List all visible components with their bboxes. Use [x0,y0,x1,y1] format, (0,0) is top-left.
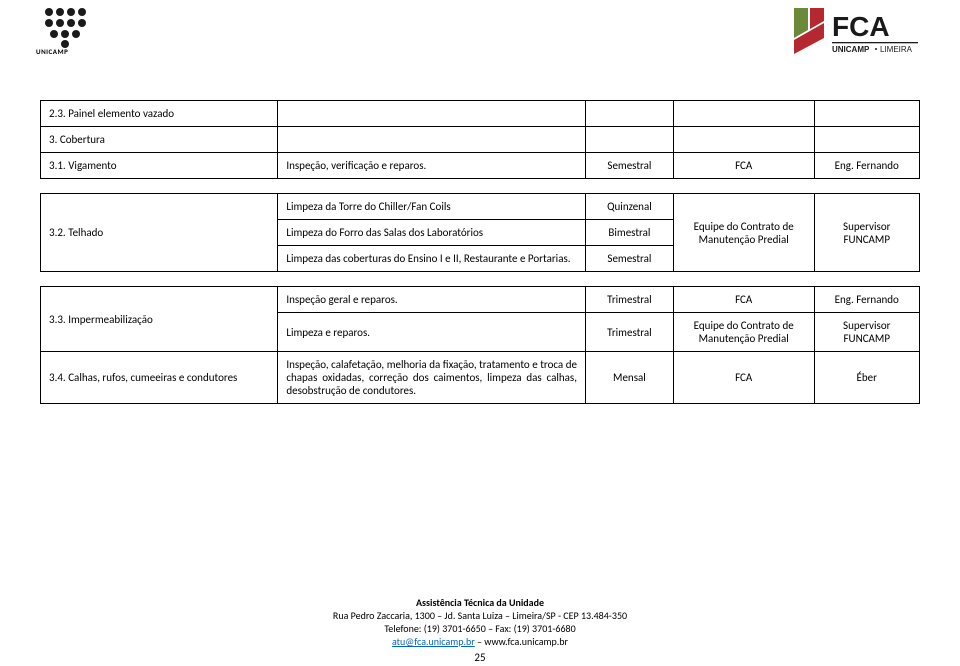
cell: Éber [814,352,920,404]
table-block-2: 3.2. Telhado Limpeza da Torre do Chiller… [40,193,920,272]
cell [673,127,814,153]
cell: FCA [673,287,814,313]
table-row: 2.3. Painel elemento vazado [41,101,920,127]
cell: Mensal [585,352,673,404]
cell: FCA [673,352,814,404]
svg-text:UNICAMP: UNICAMP [832,45,870,54]
cell: FCA [673,153,814,179]
table-row: 3. Cobertura [41,127,920,153]
cell [814,101,920,127]
cell: Equipe do Contrato de Manutenção Predial [673,194,814,272]
footer-address: Rua Pedro Zaccaria, 1300 – Jd. Santa Lui… [0,609,960,622]
cell: Semestral [585,246,673,272]
table-row: 3.1. Vigamento Inspeção, verificação e r… [41,153,920,179]
footer-title: Assistência Técnica da Unidade [0,596,960,609]
cell [585,127,673,153]
svg-text:LIMEIRA: LIMEIRA [880,45,913,54]
footer-links: atu@fca.unicamp.br – www.fca.unicamp.br [0,635,960,648]
cell [278,101,586,127]
cell [585,101,673,127]
cell: Inspeção geral e reparos. [278,287,586,313]
footer-site: www.fca.unicamp.br [484,635,568,648]
cell: Limpeza da Torre do Chiller/Fan Coils [278,194,586,220]
cell: Trimestral [585,287,673,313]
page-number: 25 [0,651,960,664]
cell: Inspeção, calafetação, melhoria da fixaç… [278,352,586,404]
cell: Eng. Fernando [814,287,920,313]
table-row: 3.2. Telhado Limpeza da Torre do Chiller… [41,194,920,220]
unicamp-label: UNICAMP [36,47,68,56]
page-content: 2.3. Painel elemento vazado 3. Cobertura… [0,70,960,404]
cell: Trimestral [585,313,673,352]
table-row: 3.4. Calhas, rufos, cumeeiras e condutor… [41,352,920,404]
cell: Limpeza das coberturas do Ensino I e II,… [278,246,586,272]
table-row: 3.3. Impermeabilização Inspeção geral e … [41,287,920,313]
page-footer: Assistência Técnica da Unidade Rua Pedro… [0,596,960,648]
cell: Limpeza do Forro das Salas dos Laboratór… [278,220,586,246]
cell-section: 3.3. Impermeabilização [41,287,278,352]
fca-text: FCA [832,11,890,42]
footer-sep: – [475,635,485,648]
cell: Equipe do Contrato de Manutenção Predial [673,313,814,352]
fca-logo: FCA UNICAMP LIMEIRA [790,6,920,61]
cell [278,127,586,153]
cell-section: 3. Cobertura [41,127,278,153]
footer-email-link[interactable]: atu@fca.unicamp.br [392,635,475,648]
table-block-3: 3.3. Impermeabilização Inspeção geral e … [40,286,920,404]
cell: Limpeza e reparos. [278,313,586,352]
cell: Supervisor FUNCAMP [814,194,920,272]
table-block-1: 2.3. Painel elemento vazado 3. Cobertura… [40,100,920,179]
cell: Semestral [585,153,673,179]
cell-section: 3.2. Telhado [41,194,278,272]
cell: Supervisor FUNCAMP [814,313,920,352]
cell-section: 3.1. Vigamento [41,153,278,179]
cell [673,101,814,127]
cell: Bimestral [585,220,673,246]
cell-section: 3.4. Calhas, rufos, cumeeiras e condutor… [41,352,278,404]
cell [814,127,920,153]
cell: Eng. Fernando [814,153,920,179]
cell: Inspeção, verificação e reparos. [278,153,586,179]
cell-section: 2.3. Painel elemento vazado [41,101,278,127]
cell: Quinzenal [585,194,673,220]
page-header: UNICAMP FCA UNICAMP LIMEIRA [0,0,960,70]
footer-phone: Telefone: (19) 3701-6650 – Fax: (19) 370… [0,622,960,635]
